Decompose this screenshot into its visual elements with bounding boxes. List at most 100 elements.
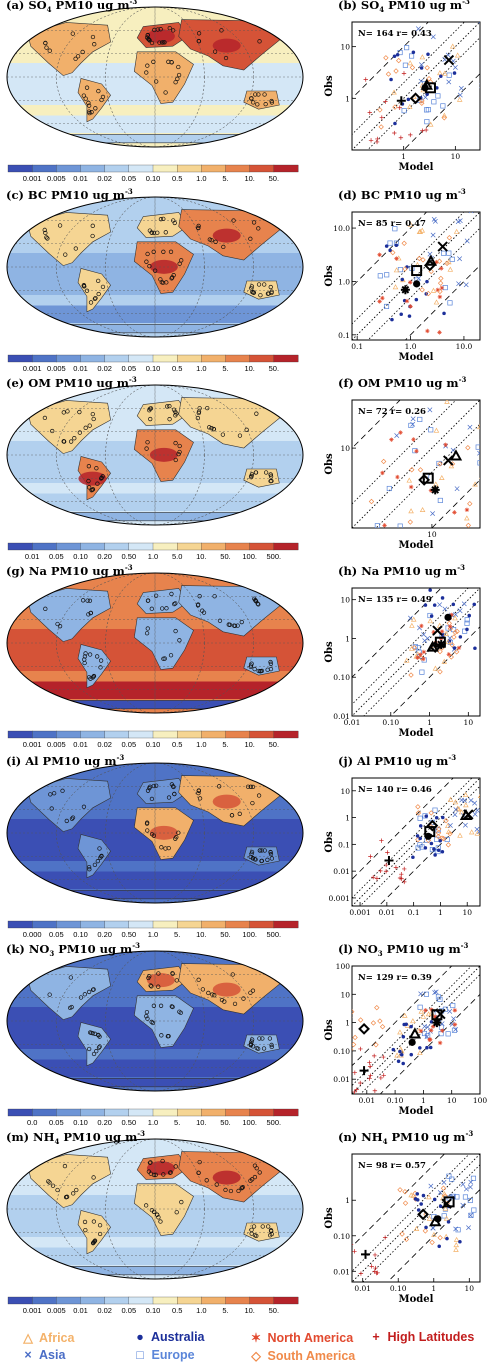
station-point xyxy=(446,1220,451,1224)
colorbar-swatch xyxy=(56,920,81,929)
station-point xyxy=(352,1048,354,1051)
station-point xyxy=(399,312,403,317)
station-point xyxy=(462,797,467,803)
station-point xyxy=(420,257,426,263)
colorbar-7: 0.001 0.005 0.01 0.02 0.05 0.10 0.5 1.0 5. 10. 50. xyxy=(7,1296,299,1315)
station-marker xyxy=(179,258,184,263)
station-point xyxy=(435,830,442,836)
colorbar-tick-label: 0.05 xyxy=(122,364,137,373)
colorbar-tick-label: 0.20 xyxy=(97,1118,112,1127)
station-marker xyxy=(255,102,260,107)
station-marker xyxy=(173,1164,178,1169)
station-point xyxy=(410,1018,416,1024)
station-point xyxy=(383,99,388,104)
continent-europe xyxy=(136,588,189,614)
station-point xyxy=(388,248,392,253)
station-marker xyxy=(148,983,153,988)
continent-africa xyxy=(133,995,194,1048)
x-tick-label: 0.10 xyxy=(390,1284,407,1293)
station-marker xyxy=(259,848,264,853)
station-point xyxy=(451,1016,457,1022)
station-marker xyxy=(221,244,226,250)
colorbar-swatch xyxy=(32,164,57,173)
station-marker xyxy=(250,800,255,806)
station-point xyxy=(453,649,460,655)
station-point xyxy=(368,1073,373,1078)
ratio-line xyxy=(363,599,480,716)
station-point xyxy=(443,818,449,824)
station-marker xyxy=(259,858,265,864)
station-marker xyxy=(269,290,274,296)
meridian xyxy=(56,951,254,1091)
continent-samerica xyxy=(77,268,111,313)
station-point xyxy=(437,461,443,467)
colorbar-tick-label: 0.0 xyxy=(27,1118,37,1127)
station-point xyxy=(425,92,429,97)
y-axis-label: Obs xyxy=(324,265,335,287)
colorbar-swatch xyxy=(201,920,226,929)
station-marker xyxy=(205,405,210,411)
station-marker xyxy=(197,1159,202,1165)
station-point xyxy=(379,1024,386,1030)
map-title-3: (e) OM PM10 ug m-3 xyxy=(6,375,137,390)
station-marker xyxy=(167,25,172,31)
station-point xyxy=(426,52,430,56)
station-point xyxy=(443,442,448,448)
station-marker xyxy=(148,416,153,422)
station-point xyxy=(406,477,413,483)
station-marker xyxy=(174,835,179,840)
station-point xyxy=(352,1089,357,1094)
colorbar-swatch xyxy=(7,542,33,551)
y-tick-label: 0.01 xyxy=(333,1075,350,1084)
station-point xyxy=(471,1207,477,1213)
y-axis-label: Obs xyxy=(324,1207,335,1229)
station-point xyxy=(398,430,403,435)
station-point xyxy=(419,62,424,68)
station-point xyxy=(464,238,470,244)
colorbar-swatch xyxy=(80,920,106,929)
station-point xyxy=(395,474,400,480)
station-point xyxy=(383,303,390,309)
colorbar-swatch xyxy=(32,1108,57,1117)
scatter-title-5: (j) Al PM10 ug m-3 xyxy=(338,753,457,768)
station-marker xyxy=(251,290,256,295)
map-title-4: (g) Na PM10 ug m-3 xyxy=(6,563,133,578)
station-marker xyxy=(145,251,150,257)
station-point xyxy=(437,1040,443,1046)
station-marker xyxy=(254,411,259,416)
colorbar-tick-label: 50. xyxy=(220,930,230,939)
station-point xyxy=(410,421,416,427)
station-point xyxy=(489,447,493,451)
station-marker xyxy=(212,993,217,998)
station-marker xyxy=(55,1187,60,1193)
station-marker xyxy=(256,226,261,231)
station-point xyxy=(417,842,423,848)
colorbar-tick-label: 0.20 xyxy=(97,930,112,939)
station-point xyxy=(458,635,463,639)
colorbar-tick-label: 10. xyxy=(244,364,254,373)
stats-label: N= 129 r= 0.39 xyxy=(358,973,432,983)
station-marker xyxy=(153,1172,158,1177)
station-point xyxy=(452,646,457,650)
station-point xyxy=(441,1179,447,1185)
station-point xyxy=(462,628,468,634)
continent-namerica xyxy=(27,966,111,1020)
station-point xyxy=(478,22,480,24)
station-marker xyxy=(96,1045,102,1050)
station-point xyxy=(401,108,407,114)
station-marker xyxy=(257,39,262,44)
station-marker xyxy=(151,59,156,64)
station-marker xyxy=(90,223,95,228)
y-tick-label: 10 xyxy=(340,444,350,453)
station-point xyxy=(421,649,427,655)
station-point xyxy=(397,1187,403,1193)
x-axis-label: Model xyxy=(399,352,434,363)
station-marker xyxy=(86,109,92,114)
regional-mean-marker xyxy=(424,254,438,266)
station-marker xyxy=(42,415,48,421)
station-point xyxy=(418,991,424,997)
colorbar-swatch xyxy=(56,730,81,739)
station-point xyxy=(444,400,450,404)
station-marker xyxy=(91,674,96,679)
colorbar-swatch xyxy=(225,1108,251,1117)
